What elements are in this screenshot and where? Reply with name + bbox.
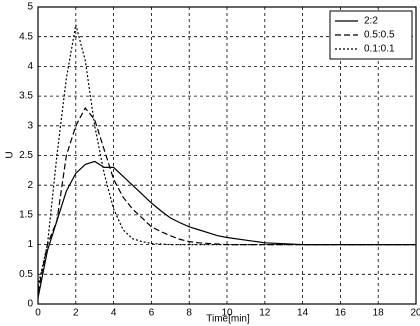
y-tick-label: 5 bbox=[27, 2, 33, 13]
x-tick-label: 10 bbox=[221, 308, 233, 319]
plot-frame bbox=[37, 6, 417, 305]
x-tick-label: 20 bbox=[410, 308, 420, 319]
series-line bbox=[37, 160, 416, 299]
legend-label: 0.5:0.5 bbox=[364, 30, 395, 41]
y-tick-label: 3.5 bbox=[19, 91, 33, 102]
x-tick-label: 4 bbox=[111, 308, 117, 319]
y-tick-label: 4.5 bbox=[19, 31, 33, 42]
x-tick-label: 14 bbox=[297, 308, 309, 319]
y-tick-label: 1.5 bbox=[19, 210, 33, 221]
y-tick-label: 4 bbox=[27, 61, 33, 72]
x-axis-label: Time[min] bbox=[206, 314, 250, 325]
y-tick-label: 2 bbox=[27, 180, 33, 191]
legend-label: 0.1:0.1 bbox=[364, 44, 395, 55]
x-tick-label: 6 bbox=[149, 308, 155, 319]
x-tick-label: 8 bbox=[186, 308, 192, 319]
y-tick-label: 0 bbox=[27, 299, 33, 310]
y-tick-label: 2.5 bbox=[19, 150, 33, 161]
x-tick-label: 12 bbox=[259, 308, 271, 319]
y-tick-label: 1 bbox=[27, 239, 33, 250]
y-axis-label: U bbox=[5, 151, 16, 158]
x-tick-label: 16 bbox=[335, 308, 347, 319]
x-tick-label: 18 bbox=[373, 308, 385, 319]
x-tick-label: 0 bbox=[35, 308, 41, 319]
y-tick-label: 3 bbox=[27, 120, 33, 131]
legend-label: 2:2 bbox=[364, 16, 378, 27]
series-line bbox=[37, 106, 416, 293]
series-line bbox=[37, 24, 416, 287]
y-tick-label: 0.5 bbox=[19, 269, 33, 280]
legend-box bbox=[329, 10, 413, 60]
x-tick-label: 2 bbox=[73, 308, 79, 319]
